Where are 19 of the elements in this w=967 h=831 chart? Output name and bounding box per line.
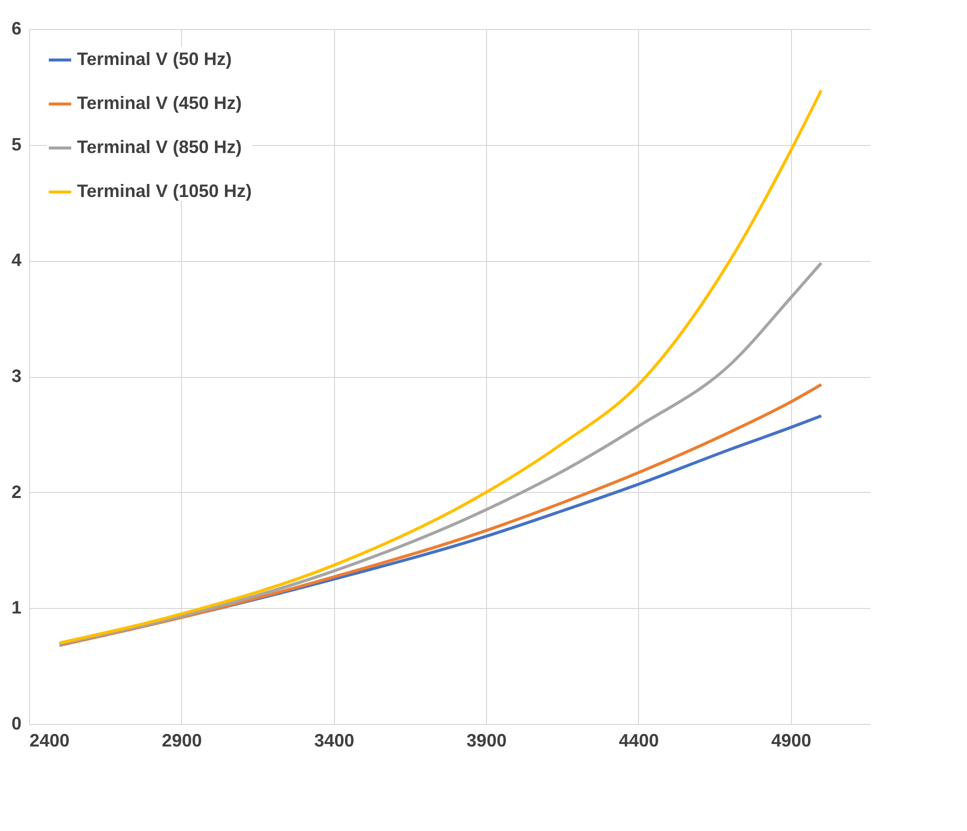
x-tick-label: 3400 (314, 730, 354, 750)
line-series (58, 88, 823, 644)
line-series (58, 261, 823, 646)
x-tick-label: 2400 (30, 730, 70, 750)
legend-label: Terminal V (50 Hz) (77, 49, 232, 69)
legend-label: Terminal V (450 Hz) (77, 93, 242, 113)
y-tick-label: 4 (11, 250, 22, 270)
legend-label: Terminal V (850 Hz) (77, 137, 242, 157)
x-tick-label: 4400 (618, 730, 659, 750)
y-tick-label: 1 (11, 598, 22, 618)
y-tick-label: 2 (11, 482, 22, 502)
y-tick-label: 6 (11, 18, 22, 38)
x-tick-label: 3900 (466, 730, 507, 750)
x-tick-label: 2900 (162, 730, 202, 750)
x-tick-label: 4900 (771, 730, 812, 750)
y-tick-label: 5 (11, 134, 22, 154)
y-tick-label: 0 (11, 714, 22, 734)
y-tick-label: 3 (11, 366, 22, 386)
legend-label: Terminal V (1050 Hz) (77, 181, 252, 201)
